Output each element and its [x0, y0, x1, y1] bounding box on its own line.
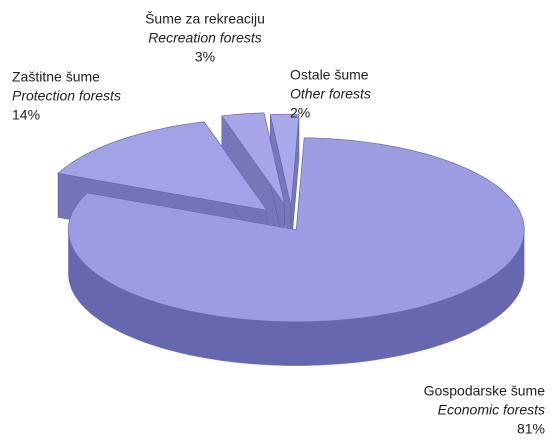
slice-label: Gospodarske šume	[424, 383, 546, 399]
pie-cut-shade	[291, 114, 299, 251]
pie-slice	[67, 137, 525, 366]
pie-cut-shade	[221, 115, 285, 249]
slice-value-label: 3%	[195, 49, 215, 65]
slice-label: Zaštitne šume	[12, 69, 100, 85]
slice-label-en: Protection forests	[12, 88, 121, 104]
slice-label: Ostale šume	[290, 67, 369, 83]
slice-label-en: Economic forests	[438, 402, 545, 418]
pie-side	[68, 229, 525, 366]
pie-cut-shade	[270, 114, 291, 251]
pie-slice-top	[269, 113, 300, 207]
slice-value-label: 81%	[517, 421, 545, 437]
pie-slice-top	[67, 137, 525, 323]
pie-slice-top	[221, 112, 285, 205]
slice-value-label: 14%	[12, 107, 40, 123]
slice-label: Šume za rekreaciju	[145, 11, 265, 27]
pie-slice	[269, 113, 300, 251]
pie-slice	[221, 112, 285, 250]
pie-slice-top	[57, 121, 268, 211]
slice-label-en: Recreation forests	[148, 30, 262, 46]
slice-value-label: 2%	[290, 105, 310, 121]
slice-label-en: Other forests	[290, 86, 371, 102]
